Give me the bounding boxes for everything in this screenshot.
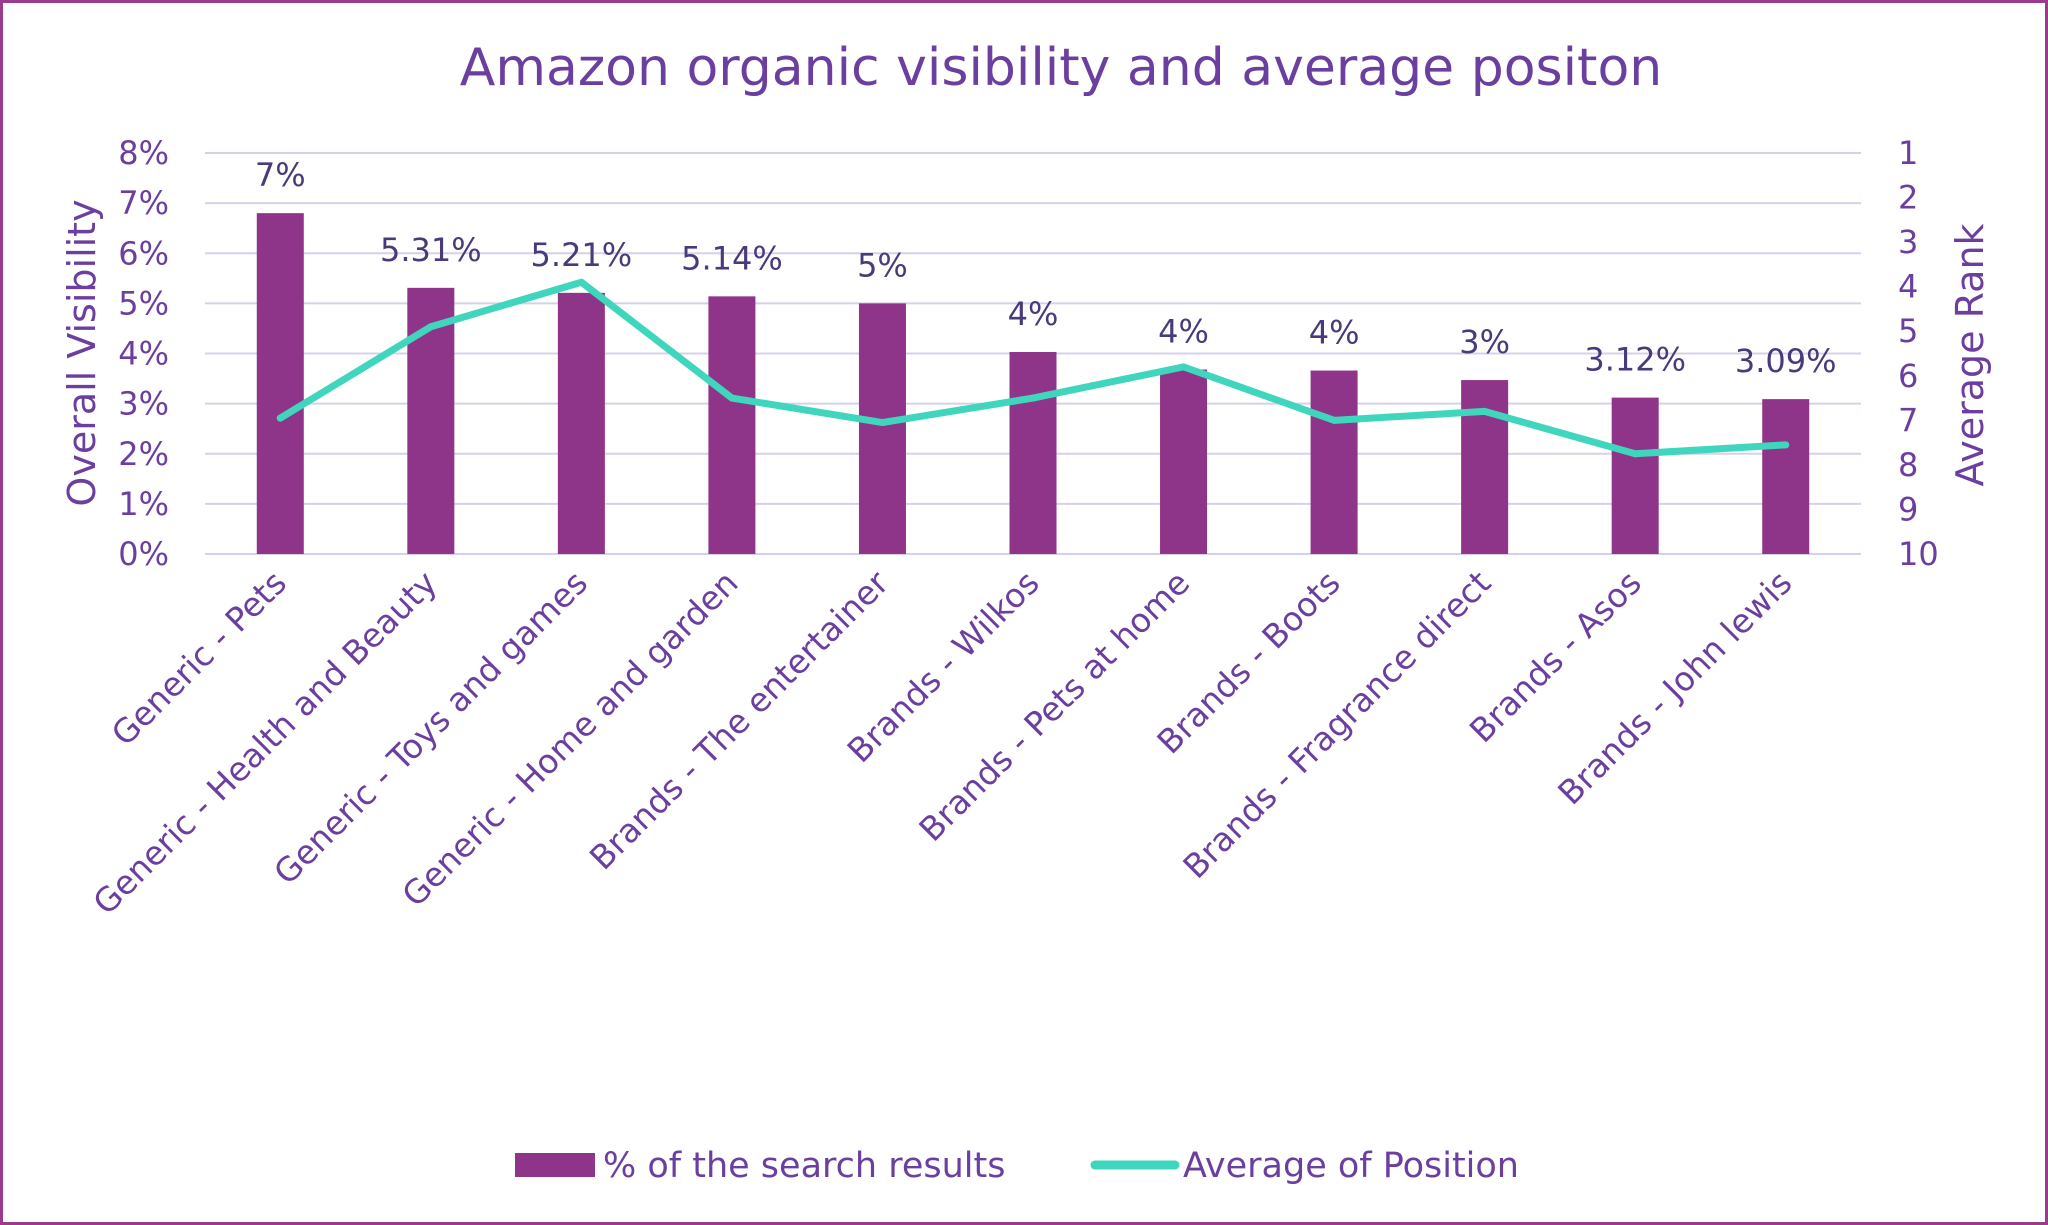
category-label: Brands - The entertainer: [582, 563, 897, 878]
line-point: [1481, 407, 1489, 415]
bar-data-label: 4%: [1008, 295, 1059, 333]
bar: [557, 292, 605, 554]
line-point: [1029, 394, 1037, 402]
bar-data-label: 5.31%: [380, 231, 482, 269]
y2-tick-label: 2: [1898, 179, 1918, 217]
legend-label-bar: % of the search results: [603, 1146, 1005, 1186]
line-point: [427, 323, 435, 331]
legend: % of the search results Average of Posit…: [515, 1146, 1519, 1186]
category-label: Brands - Fragrance direct: [1175, 563, 1498, 886]
bar-series: [256, 213, 1810, 554]
line-point: [878, 419, 886, 427]
y-tick-label: 3%: [118, 385, 169, 423]
bar-data-label: 3.12%: [1584, 341, 1686, 379]
bar: [858, 303, 906, 554]
bar-data-label: 5.21%: [531, 236, 633, 274]
bar: [708, 296, 756, 554]
y2-tick-label: 8: [1898, 446, 1918, 484]
y2-tick-label: 6: [1898, 357, 1918, 395]
category-label: Generic - Toys and games: [266, 563, 595, 892]
bar-data-label: 7%: [255, 156, 306, 194]
bar-data-label: 3%: [1459, 323, 1510, 361]
y2-tick-label: 4: [1898, 268, 1918, 306]
y-tick-label: 4%: [118, 335, 169, 373]
bar: [1009, 351, 1057, 554]
y-tick-label: 0%: [118, 535, 169, 573]
bar-data-label: 4%: [1158, 313, 1209, 351]
y-tick-label: 2%: [118, 435, 169, 473]
bar: [1310, 370, 1358, 554]
bar: [1160, 369, 1208, 554]
line-point: [1782, 441, 1790, 449]
y-tick-label: 6%: [118, 234, 169, 272]
y2-tick-label: 10: [1898, 535, 1939, 573]
line-point: [577, 278, 585, 286]
bar-data-label: 5%: [857, 246, 908, 284]
y-tick-label: 7%: [118, 184, 169, 222]
chart-title: Amazon organic visibility and average po…: [460, 38, 1662, 98]
y2-tick-label: 3: [1898, 223, 1918, 261]
line-point: [1180, 363, 1188, 371]
bar-data-label: 4%: [1309, 314, 1360, 352]
y-tick-label: 8%: [118, 134, 169, 172]
line-series: [276, 278, 1790, 458]
y2-tick-label: 9: [1898, 490, 1918, 528]
line-point: [1330, 416, 1338, 424]
line-point: [276, 414, 284, 422]
bar-data-label: 3.09%: [1735, 342, 1837, 380]
y-axis-title: Overall Visibility: [60, 199, 104, 506]
y2-tick-label: 1: [1898, 134, 1918, 172]
y2-axis-title: Average Rank: [1948, 223, 1992, 486]
legend-swatch-bar: [515, 1153, 595, 1177]
y2-tick-label: 5: [1898, 312, 1918, 350]
bar: [256, 213, 304, 554]
y2-tick-label: 7: [1898, 401, 1918, 439]
y2-axis-ticks: 1 2 3 4 5 6 7 8 9 10: [1898, 134, 1939, 573]
category-label: Brands - Pets at home: [911, 563, 1197, 849]
y-tick-label: 5%: [118, 284, 169, 322]
bar: [1762, 399, 1810, 554]
y-axis-ticks: 0% 1% 2% 3% 4% 5% 6% 7% 8%: [118, 134, 169, 573]
bar: [1461, 380, 1509, 554]
legend-label-line: Average of Position: [1183, 1146, 1519, 1186]
chart-svg: Amazon organic visibility and average po…: [60, 38, 1992, 1186]
line-point: [1631, 450, 1639, 458]
line-point: [728, 394, 736, 402]
bar-data-labels: 7% 5.31% 5.21% 5.14% 5% 4% 4% 4% 3% 3.12% 3.09%: [255, 156, 1837, 380]
y-tick-label: 1%: [118, 485, 169, 523]
bar: [1611, 397, 1659, 554]
bar-data-label: 5.14%: [681, 239, 783, 277]
